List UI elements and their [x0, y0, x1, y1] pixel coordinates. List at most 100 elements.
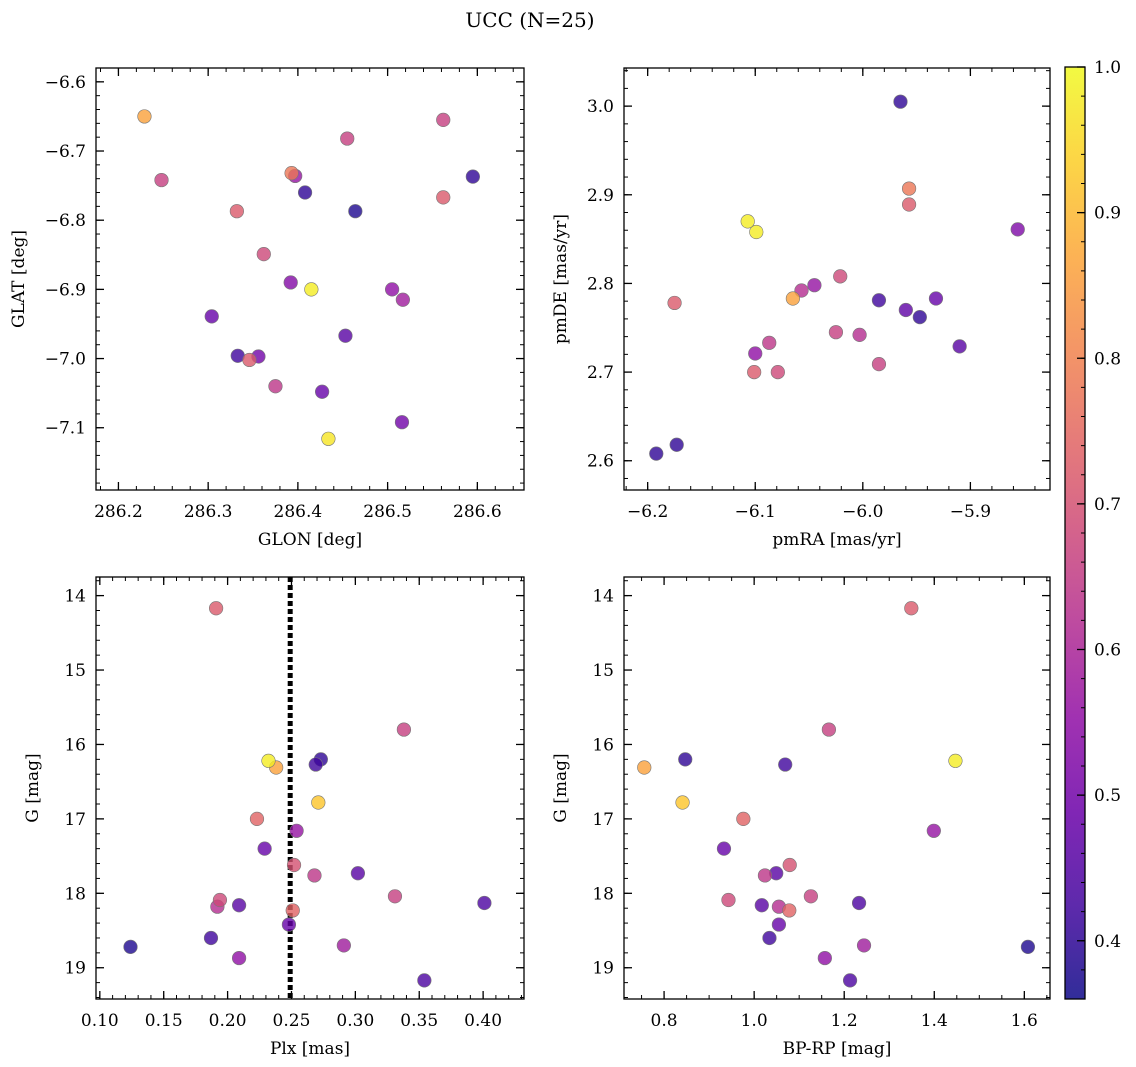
data-point — [315, 384, 330, 399]
colorbar-tick-label: 0.9 — [1094, 204, 1121, 224]
data-point — [912, 310, 927, 325]
data-point — [204, 309, 219, 324]
x-tick-label: 0.25 — [273, 1011, 311, 1031]
data-point — [637, 760, 652, 775]
y-tick-label: 15 — [592, 661, 614, 681]
axes-frame — [623, 576, 1051, 1000]
colorbar-tick-label: 0.4 — [1094, 932, 1121, 952]
data-point — [208, 601, 224, 616]
x-tick-label: 1.4 — [921, 1011, 948, 1031]
y-tick-label: 15 — [64, 661, 86, 681]
data-point — [901, 181, 917, 196]
y-tick-label: 17 — [64, 810, 86, 830]
y-tick-label: 2.6 — [587, 452, 614, 472]
data-point — [749, 224, 764, 240]
data-point — [757, 868, 773, 883]
data-point — [286, 857, 302, 873]
data-point — [137, 109, 152, 124]
data-point — [249, 811, 265, 826]
axes-frame — [95, 67, 525, 491]
data-point — [308, 757, 323, 772]
data-point — [261, 753, 276, 768]
data-point — [898, 302, 913, 318]
x-tick-label: 286.2 — [94, 502, 143, 522]
data-point — [856, 938, 872, 953]
data-point — [807, 278, 822, 293]
data-point — [297, 185, 313, 200]
data-point — [928, 291, 944, 306]
data-point — [926, 823, 941, 838]
data-point — [716, 841, 732, 856]
data-point — [257, 841, 272, 856]
x-axis-label: GLON [deg] — [258, 530, 362, 550]
data-point — [304, 282, 319, 297]
data-point — [803, 889, 818, 904]
panel-glon-glat: 286.2 286.3 286.4 286.5 286.6 −6.6 −6.7 −6.8 −6.… — [9, 67, 525, 550]
data-point — [771, 917, 787, 932]
y-tick-label: 17 — [592, 810, 614, 830]
data-point — [754, 898, 769, 913]
data-point — [281, 917, 297, 932]
data-point — [817, 950, 832, 966]
data-point — [396, 722, 412, 737]
data-point — [154, 172, 169, 188]
x-tick-label: 0.10 — [81, 1011, 119, 1031]
data-point — [321, 431, 336, 446]
data-point — [284, 166, 299, 181]
x-axis-label: BP-RP [mag] — [783, 1039, 892, 1059]
y-tick-label: −7.1 — [45, 419, 86, 439]
data-point — [285, 903, 300, 918]
x-tick-label: 1.0 — [741, 1011, 768, 1031]
data-point — [203, 930, 219, 946]
data-point — [828, 325, 844, 340]
data-point — [747, 364, 762, 380]
x-tick-label: −6.2 — [627, 502, 668, 522]
y-axis-label: G [mag] — [551, 753, 571, 822]
data-point — [871, 357, 887, 372]
data-point — [212, 892, 228, 908]
x-tick-label: −6.1 — [735, 502, 776, 522]
data-point — [477, 895, 492, 911]
data-point — [268, 379, 283, 394]
x-axis-label: Plx [mas] — [270, 1039, 350, 1059]
y-tick-label: 3.0 — [587, 97, 614, 117]
y-tick-label: −6.8 — [45, 211, 86, 231]
data-point — [952, 339, 967, 354]
y-tick-label: 16 — [592, 735, 614, 755]
data-point — [1020, 939, 1036, 955]
data-point — [904, 601, 919, 616]
x-tick-label: 1.6 — [1011, 1011, 1038, 1031]
data-point — [465, 169, 480, 184]
data-point — [242, 352, 257, 368]
y-tick-label: 2.9 — [587, 186, 614, 206]
data-point — [229, 204, 244, 219]
data-point — [338, 328, 353, 343]
x-tick-label: 0.35 — [400, 1011, 438, 1031]
data-point — [340, 131, 355, 146]
data-point — [417, 973, 432, 988]
data-point — [871, 293, 887, 308]
y-tick-label: 18 — [592, 884, 614, 904]
data-point — [307, 868, 322, 883]
data-point — [436, 190, 451, 205]
x-tick-label: 0.8 — [651, 1011, 678, 1031]
y-tick-label: 16 — [64, 735, 86, 755]
x-tick-label: 286.6 — [453, 502, 502, 522]
data-point — [649, 446, 664, 461]
data-point — [748, 346, 763, 361]
data-point — [851, 895, 867, 911]
data-point — [436, 112, 451, 127]
panel-bprp-g: 0.8 1.0 1.2 1.4 1.6 14 15 16 17 18 19 BP-RP [mag] G … — [551, 576, 1051, 1059]
data-point — [736, 811, 751, 826]
data-point — [123, 939, 138, 955]
y-tick-label: 19 — [64, 959, 86, 979]
data-point — [394, 415, 410, 430]
data-point — [289, 823, 304, 838]
data-point — [385, 282, 400, 297]
x-tick-label: 286.5 — [363, 502, 412, 522]
x-tick-label: 0.40 — [464, 1011, 502, 1031]
y-tick-label: 19 — [592, 959, 614, 979]
data-point — [770, 364, 785, 380]
colorbar-tick-label: 0.5 — [1094, 786, 1121, 806]
data-point — [311, 795, 326, 810]
